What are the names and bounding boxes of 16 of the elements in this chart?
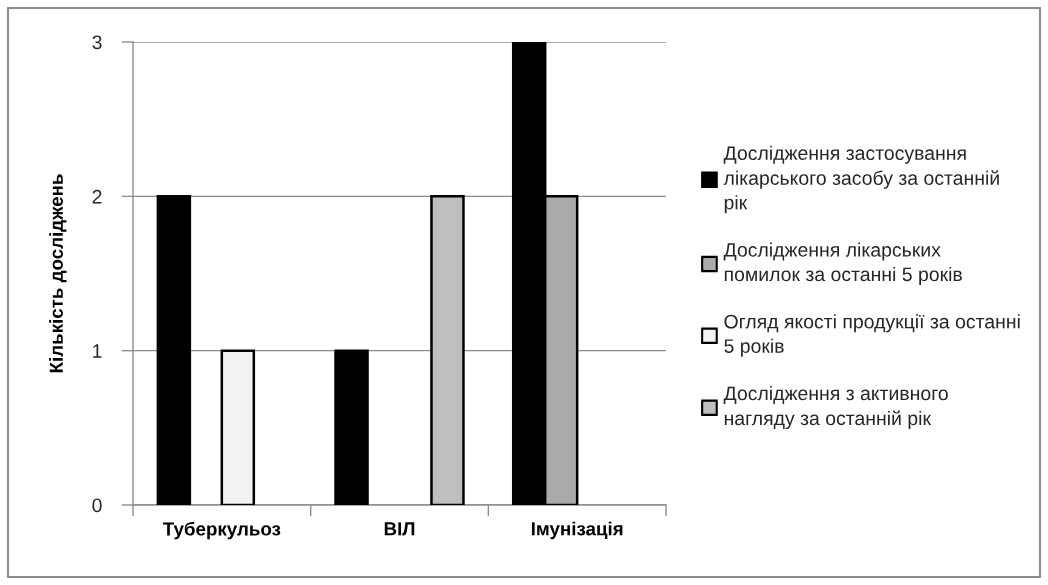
bar: [430, 195, 465, 505]
legend-label: Дослідження з активного нагляду за останній рік: [723, 385, 948, 430]
y-tick-label: 1: [93, 344, 102, 358]
legend-label: Дослідження лікарських помилок за останні 5 років: [723, 242, 962, 286]
legend-label: Дослідження застосування лікарського засобу за останній рік: [723, 145, 999, 214]
bar: [220, 349, 256, 505]
x-tick-label: Імунізація: [531, 521, 623, 540]
bar: [156, 195, 192, 505]
x-tick-label: Туберкульоз: [162, 521, 281, 540]
x-tick-label: ВІЛ: [384, 522, 415, 536]
bar: [334, 349, 369, 505]
legend-label: Огляд якості продукції за останні 5 років: [724, 314, 1020, 357]
y-tick-label: 0: [92, 498, 102, 513]
y-tick-label: 2: [92, 189, 102, 204]
y-axis-title: Кількість досліджень: [49, 174, 67, 373]
y-tick-label: 3: [92, 35, 102, 50]
